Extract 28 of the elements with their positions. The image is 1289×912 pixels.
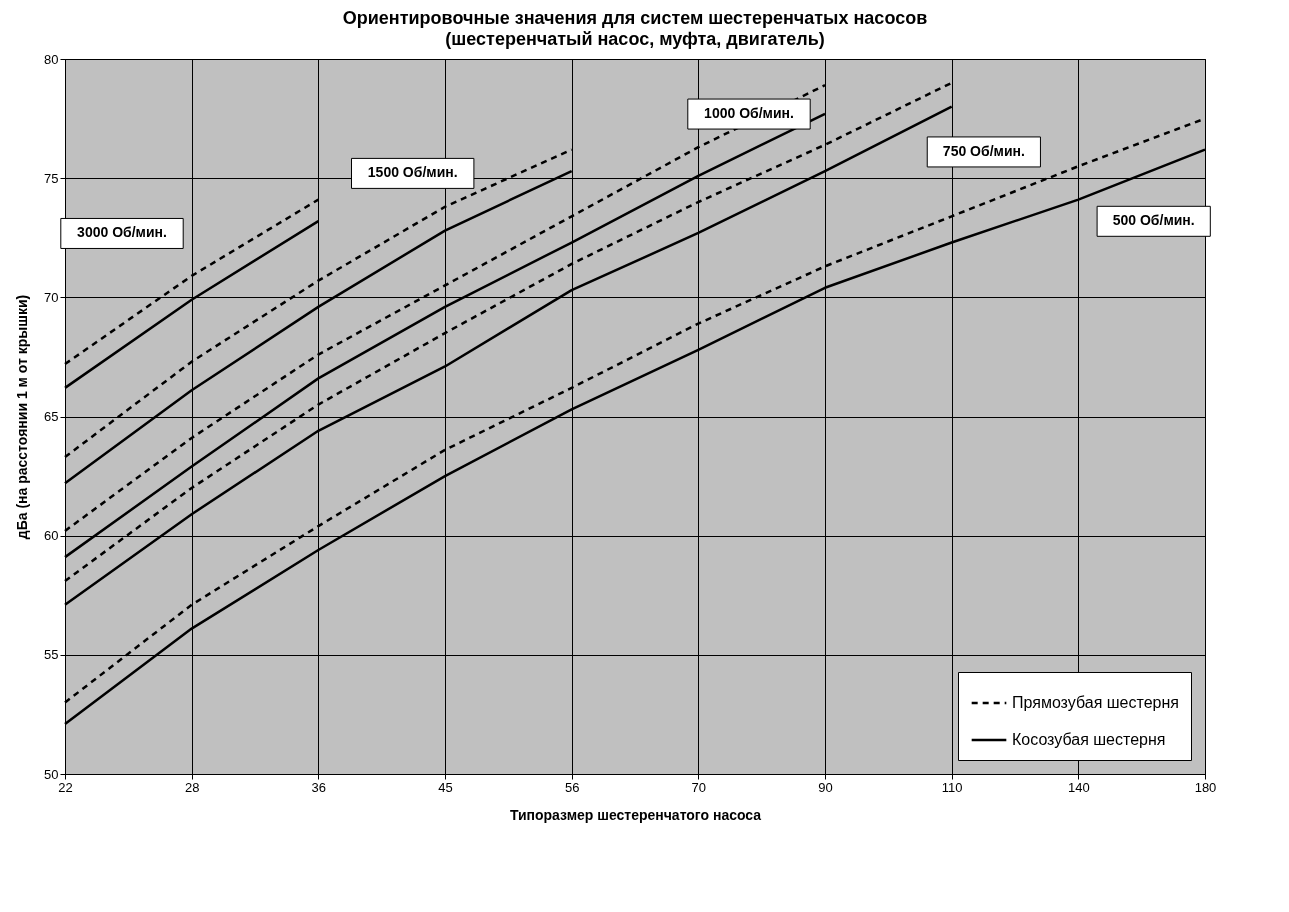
x-tick-label: 45	[438, 779, 453, 795]
legend-label: Косозубая шестерня	[1012, 731, 1166, 748]
y-tick-label: 75	[44, 170, 59, 186]
legend-label: Прямозубая шестерня	[1012, 694, 1179, 711]
x-tick-label: 180	[1194, 779, 1217, 795]
x-tick-label: 140	[1067, 779, 1090, 795]
chart-subtitle: (шестеренчатый насос, муфта, двигатель)	[445, 29, 825, 49]
annotation: 750 Об/мин.	[942, 142, 1025, 159]
x-tick-label: 28	[184, 779, 200, 795]
x-tick-label: 22	[58, 779, 73, 795]
x-tick-label: 90	[818, 779, 833, 795]
y-tick-label: 80	[44, 51, 59, 67]
x-axis-title: Типоразмер шестеренчатого насоса	[509, 806, 762, 823]
x-tick-label: 70	[691, 779, 707, 795]
y-tick-label: 65	[44, 409, 59, 424]
y-tick-label: 70	[44, 289, 59, 305]
x-tick-label: 110	[941, 779, 963, 795]
y-axis-title: дБа (на расстоянии 1 м от крышки)	[14, 294, 31, 540]
y-tick-label: 60	[44, 528, 59, 544]
annotation: 1000 Об/мин.	[704, 105, 794, 122]
x-tick-label: 36	[311, 779, 327, 795]
annotation: 500 Об/мин.	[1112, 212, 1195, 229]
annotation: 1500 Об/мин.	[367, 164, 458, 181]
y-tick-label: 55	[44, 647, 59, 663]
y-tick-label: 50	[44, 766, 59, 782]
x-tick-label: 56	[564, 779, 580, 795]
annotation: 3000 Об/мин.	[77, 224, 167, 241]
chart-title: Ориентировочные значения для систем шестеренчатых насосов	[342, 8, 928, 28]
